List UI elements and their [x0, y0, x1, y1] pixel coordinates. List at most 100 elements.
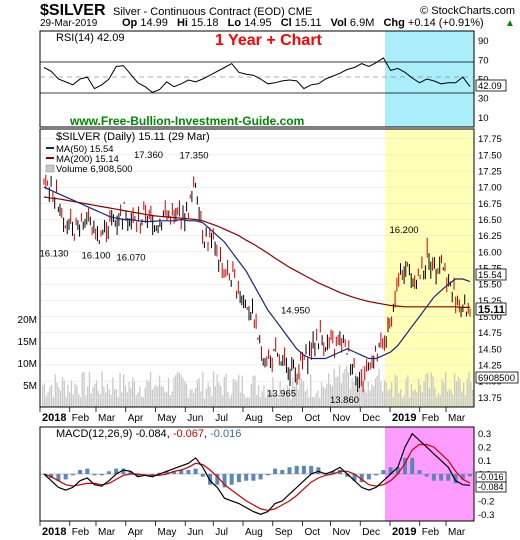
volume-bar — [335, 377, 337, 407]
volume-bar — [292, 377, 294, 407]
x-tick-label: Feb — [422, 413, 440, 424]
macd-histogram-bar — [446, 474, 451, 481]
macd-histogram-bar — [135, 474, 140, 477]
volume-bar — [275, 394, 278, 407]
macd-histogram-bar — [265, 474, 270, 476]
low-label: Lo — [228, 17, 242, 29]
open-value: 14.99 — [140, 17, 168, 29]
volume-bar — [162, 386, 164, 407]
macd-histogram-bar — [222, 474, 227, 488]
volume-bar — [261, 391, 263, 407]
price-tick-label: 17.25 — [478, 167, 502, 178]
x-tick-label: Jun — [187, 413, 203, 424]
volume-bar — [457, 376, 459, 407]
macd-histogram-bar — [164, 471, 169, 474]
volume-bar — [394, 374, 396, 407]
macd-histogram-bar — [193, 468, 198, 474]
volume-bar — [227, 391, 229, 407]
volume-bar — [158, 375, 161, 407]
volume-bar — [310, 374, 312, 407]
macd-histogram-bar — [366, 474, 371, 480]
macd-histogram-bar — [468, 474, 472, 477]
volume-bar — [371, 384, 373, 407]
volume-bar — [123, 374, 125, 407]
volume-bar — [319, 398, 321, 407]
volume-bar — [243, 394, 245, 407]
volume-bar — [304, 391, 306, 407]
close-last-box — [475, 302, 507, 316]
macd-histogram-bar — [301, 465, 306, 474]
macd-histogram-bar — [244, 474, 249, 481]
volume-bar — [365, 392, 368, 407]
macd-signal-line — [43, 443, 471, 511]
volume-bar — [448, 389, 450, 407]
volume-bar — [216, 374, 218, 407]
close-label: Cl — [281, 17, 292, 29]
macd-last-box — [475, 481, 507, 493]
volume-bar — [340, 383, 342, 407]
macd-histogram-bar — [424, 474, 429, 477]
volume-bar — [63, 380, 65, 407]
macd-line — [43, 432, 471, 515]
volume-bar — [248, 398, 251, 407]
macd-histogram-bar — [453, 474, 458, 484]
price-panel: 17.75 17.50 17.25 17.00 16.75 16.50 16.25 16.00… — [18, 32, 519, 408]
volume-bar — [387, 390, 389, 407]
macd-histogram-bar — [309, 465, 314, 474]
volume-bar — [342, 373, 344, 407]
volume-bar — [121, 392, 123, 407]
macd-histogram-bar — [229, 474, 234, 485]
macd-histogram-bar — [388, 467, 393, 474]
x-tick-label: Dec — [362, 527, 380, 538]
macd-histogram-bar — [85, 468, 90, 474]
symbol-title: $SILVER — [40, 2, 106, 19]
volume-bar — [405, 378, 407, 407]
volume-bar — [230, 394, 233, 407]
volume-bar — [132, 377, 134, 407]
price-tick-label: 13.75 — [478, 393, 502, 404]
macd-histogram-bar — [280, 470, 285, 474]
volume-bar — [331, 386, 333, 407]
x-tick-label: Dec — [362, 413, 380, 424]
x-tick-label: Jun — [187, 527, 203, 538]
close-last-value: 15.11 — [478, 304, 505, 316]
macd-histogram-bar — [323, 472, 328, 474]
macd-histogram-bar — [150, 474, 155, 476]
volume-bar — [70, 380, 73, 407]
volume-bar — [459, 379, 461, 407]
ma200-legend: MA(200) 15.14 — [56, 154, 119, 165]
ma50-line — [43, 186, 471, 360]
x-tick-label: Mar — [448, 413, 466, 424]
macd-legend-title: MACD(12,26,9) — [56, 428, 132, 440]
volume-bar — [272, 376, 274, 407]
price-frame — [39, 128, 475, 408]
open-label: Op — [122, 17, 138, 29]
price-annotation: 16.070 — [116, 252, 145, 263]
price-annotation: 13.860 — [330, 395, 359, 406]
volume-bar — [205, 388, 207, 407]
volume-bar — [419, 385, 422, 407]
volume-bar — [320, 382, 323, 407]
x-tick-label: Apr — [128, 527, 144, 538]
volume-bar — [425, 374, 427, 407]
x-tick-label: Feb — [72, 413, 90, 424]
volume-bar — [337, 376, 339, 407]
macd-tick-label: 0.1 — [478, 456, 491, 467]
volume-bar — [173, 377, 175, 407]
volume-bar — [356, 379, 359, 407]
volume-bar — [266, 389, 269, 407]
volume-bar — [436, 396, 438, 407]
macd-histogram-bar — [56, 474, 61, 481]
volume-bar — [157, 386, 159, 407]
volume-bar — [376, 375, 378, 407]
volume-bar — [441, 378, 443, 407]
volume-bar — [99, 394, 101, 407]
macd-legend-sep-1: , — [167, 428, 170, 440]
volume-bar — [392, 397, 395, 407]
ma200-line — [43, 196, 470, 308]
volume-bar — [349, 389, 351, 407]
volume-bar — [418, 378, 420, 407]
volume-bar — [265, 397, 267, 407]
macd-histogram-bar — [236, 474, 241, 483]
volume-bar — [367, 381, 369, 407]
